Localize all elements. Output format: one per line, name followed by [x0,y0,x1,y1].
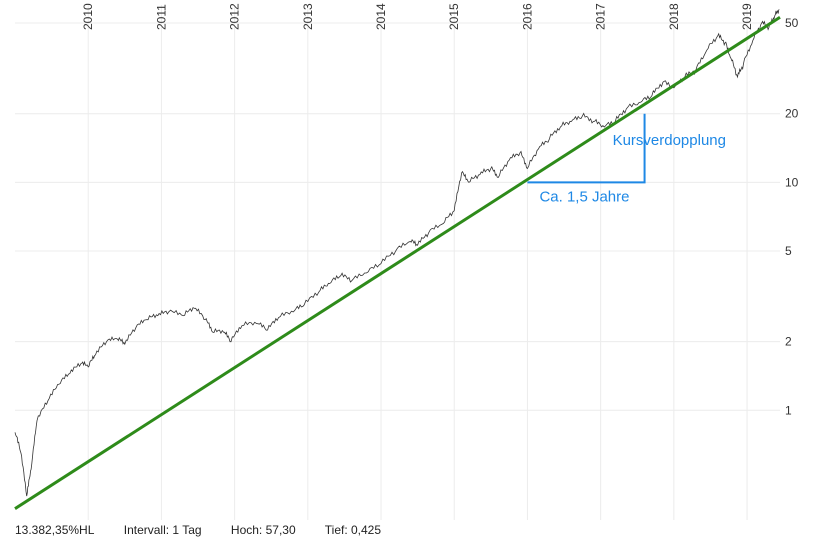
doubling-triangle [527,113,646,184]
y-tick-label-1: 1 [785,403,792,417]
grid-lines [15,5,780,520]
high-value: Hoch: 57,30 [230,523,296,537]
x-tick-label-2016: 2016 [520,3,534,30]
x-tick-label-2018: 2018 [667,3,681,30]
percent-change: 13.382,35%HL [15,523,95,537]
y-tick-label-20: 20 [785,107,799,121]
chart-footer: 13.382,35%HL Intervall: 1 Tag Hoch: 57,3… [15,523,407,539]
x-tick-label-2011: 2011 [154,4,168,30]
y-axis-tick-labels: 1 2 5 10 20 50 [785,16,799,417]
y-tick-label-10: 10 [785,175,799,189]
interval-info: Intervall: 1 Tag [123,523,202,537]
x-tick-label-2015: 2015 [447,3,461,30]
x-tick-label-2019: 2019 [740,3,754,30]
x-tick-label-2012: 2012 [228,3,242,30]
y-tick-label-2: 2 [785,335,792,349]
price-series-line [14,9,780,497]
x-tick-label-2014: 2014 [374,3,388,30]
y-tick-label-50: 50 [785,16,799,30]
x-tick-label-2013: 2013 [301,3,315,30]
low-value: Tief: 0,425 [324,523,382,537]
duration-label: Ca. 1,5 Jahre [539,188,629,205]
doubling-label: Kursverdopplung [613,132,726,149]
x-axis-year-labels: 2010 2011 2012 2013 2014 2015 2016 2017 2018 2019 [81,3,754,30]
y-tick-label-5: 5 [785,244,792,258]
doubling-annotation: Kursverdopplung Ca. 1,5 Jahre [527,113,726,205]
trend-line [14,16,781,510]
x-tick-label-2017: 2017 [594,3,608,30]
x-tick-label-2010: 2010 [81,3,95,30]
